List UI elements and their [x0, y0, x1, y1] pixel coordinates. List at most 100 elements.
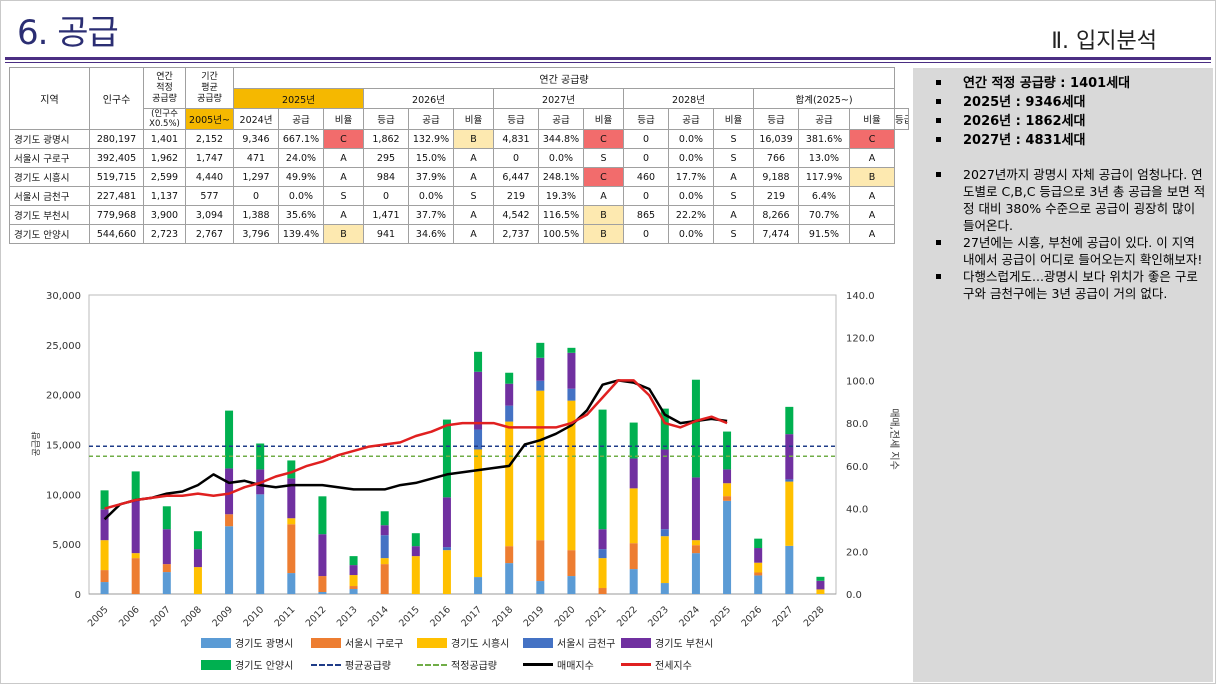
bar-segment — [505, 546, 514, 564]
bar-segment — [193, 567, 202, 594]
legend-label: 서울시 구로구 — [345, 639, 404, 650]
bar-segment — [598, 588, 607, 594]
bar-segment — [785, 545, 794, 594]
cell-grade: A — [583, 186, 624, 206]
bar-segment — [536, 390, 545, 541]
y2-tick-label: 80.0 — [846, 419, 868, 430]
bar-segment — [442, 419, 451, 498]
x-tick-label: 2013 — [335, 604, 360, 629]
cell-value: 219 — [493, 186, 539, 206]
legend-line — [523, 663, 553, 666]
header-sub: 비율 — [848, 108, 896, 130]
y2-tick-label: 120.0 — [846, 334, 875, 345]
bar-segment — [100, 490, 109, 510]
bar-segment — [691, 553, 700, 594]
bar-segment — [380, 511, 389, 526]
cell-grade: A — [453, 167, 494, 187]
bar-segment — [660, 449, 669, 530]
bar-segment — [567, 347, 576, 353]
bar-segment — [785, 406, 794, 435]
cell-region: 경기도 안양시 — [9, 224, 90, 244]
x-tick-label: 2010 — [241, 604, 266, 629]
cell-grade: C — [583, 167, 624, 187]
cell-value: 6.4% — [798, 186, 850, 206]
header-year: 합계(2025~) — [752, 88, 896, 109]
cell-value: 766 — [753, 148, 799, 168]
cell-value: 139.4% — [278, 224, 324, 244]
bar-segment — [567, 550, 576, 577]
cell-value: 16,039 — [753, 129, 799, 149]
legend-label: 경기도 광명시 — [235, 639, 294, 650]
cell-grade: S — [713, 224, 754, 244]
bar-segment — [629, 569, 638, 594]
cell-region: 경기도 광명시 — [9, 129, 90, 149]
cell-grade: B — [453, 129, 494, 149]
bar-segment — [567, 400, 576, 551]
summary-item: 연간 적정 공급량 : 1401세대 — [923, 74, 1208, 93]
note-item: 다행스럽게도...광명시 보다 위치가 좋은 구로구와 금천구에는 3년 공급이… — [923, 268, 1208, 302]
y-tick-label: 30,000 — [46, 291, 81, 302]
cell-grade: B — [323, 224, 364, 244]
bar-segment — [100, 582, 109, 594]
x-tick-label: 2011 — [273, 604, 298, 629]
cell-value: 1,388 — [233, 205, 279, 225]
cell-grade: S — [583, 148, 624, 168]
y2-axis-label: 매매,전세 지수 — [888, 408, 900, 470]
header-year: 2026년 — [363, 88, 494, 109]
bar-segment — [318, 576, 327, 593]
bar-segment — [100, 509, 109, 541]
cell-grade: B — [848, 167, 896, 187]
cell-value: 0.0% — [278, 186, 324, 206]
bar-segment — [660, 408, 669, 450]
header-sub: 공급 — [278, 108, 324, 130]
cell-value: 1,297 — [233, 167, 279, 187]
bar-segment — [723, 500, 732, 594]
bar-segment — [691, 540, 700, 546]
bar-segment — [723, 496, 732, 501]
legend-label: 전세지수 — [655, 661, 692, 672]
y-tick-label: 10,000 — [46, 490, 81, 501]
cell-value: 0 — [623, 224, 669, 244]
cell-annual: 3,900 — [143, 205, 186, 225]
y-tick-label: 15,000 — [46, 441, 81, 452]
cell-value: 941 — [363, 224, 409, 244]
legend-swatch — [201, 637, 231, 648]
cell-value: 344.8% — [538, 129, 584, 149]
bar-segment — [505, 405, 514, 422]
x-tick-label: 2016 — [428, 604, 453, 629]
chart-lines — [89, 379, 836, 521]
bar-segment — [225, 514, 234, 527]
cell-value: 667.1% — [278, 129, 324, 149]
supply-table: 지역 인구수 연간 적정 공급량 기간 평균 공급량 연간 공급량 2025년 2… — [9, 67, 909, 244]
cell-average: 1,747 — [185, 148, 234, 168]
x-tick-label: 2017 — [459, 604, 484, 629]
x-tick-label: 2021 — [584, 604, 609, 629]
bar-segment — [598, 549, 607, 559]
header-period-average: 기간 평균 공급량 — [185, 67, 234, 109]
bar-segment — [536, 380, 545, 391]
cell-value: 0 — [233, 186, 279, 206]
bar-segment — [505, 372, 514, 384]
bar-segment — [754, 548, 763, 563]
bar-segment — [754, 538, 763, 549]
cell-population: 779,968 — [89, 205, 144, 225]
bar-segment — [536, 581, 545, 594]
cell-average: 3,094 — [185, 205, 234, 225]
cell-value: 91.5% — [798, 224, 850, 244]
bar-segment — [505, 421, 514, 547]
cell-value: 17.7% — [668, 167, 714, 187]
cell-grade: A — [848, 148, 896, 168]
cell-value: 24.0% — [278, 148, 324, 168]
legend-item: 경기도 광명시 — [201, 635, 293, 650]
bar-segment — [536, 342, 545, 358]
y-axis-label: 공급량 — [30, 432, 42, 457]
x-tick-label: 2022 — [615, 604, 640, 629]
cell-average: 4,440 — [185, 167, 234, 187]
cell-value: 0.0% — [408, 186, 454, 206]
header-region: 지역 — [9, 67, 90, 130]
cell-population: 544,660 — [89, 224, 144, 244]
note-item: 2027년까지 광명시 자체 공급이 엄청나다. 연도별로 C,B,C 등급으로… — [923, 166, 1208, 234]
cell-grade: A — [323, 205, 364, 225]
cell-value: 100.5% — [538, 224, 584, 244]
cell-value: 0.0% — [668, 186, 714, 206]
